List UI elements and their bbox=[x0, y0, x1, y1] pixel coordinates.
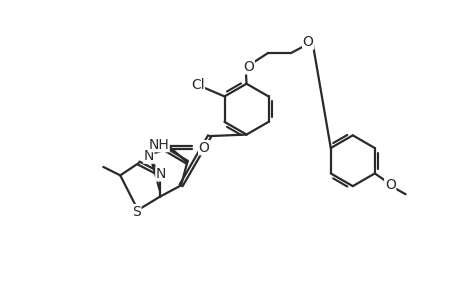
Text: Cl: Cl bbox=[190, 78, 204, 92]
Text: S: S bbox=[132, 205, 140, 219]
Text: NH: NH bbox=[148, 138, 169, 152]
Text: O: O bbox=[302, 35, 313, 49]
Text: O: O bbox=[243, 60, 254, 74]
Text: N: N bbox=[143, 149, 154, 163]
Text: O: O bbox=[384, 178, 395, 192]
Text: O: O bbox=[198, 141, 209, 155]
Text: N: N bbox=[156, 167, 166, 181]
